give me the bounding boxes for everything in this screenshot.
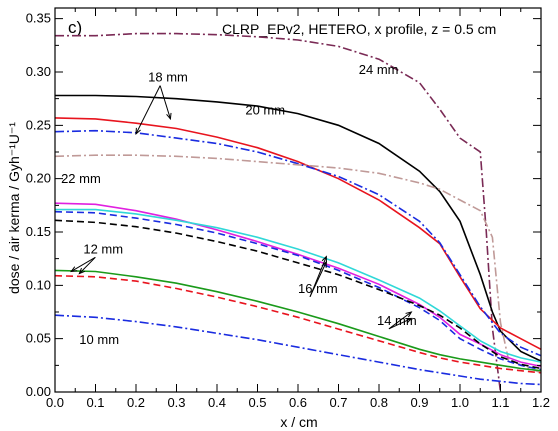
chart-title: CLRP_EPv2, HETERO, x profile, z = 0.5 cm xyxy=(222,21,496,37)
annotation-arrowhead-5-1 xyxy=(321,255,327,263)
y-tick-label: 0.15 xyxy=(26,224,51,239)
series-line-8 xyxy=(54,210,542,371)
series-line-10 xyxy=(54,269,542,372)
annotation-arrow-3-2 xyxy=(159,85,171,120)
y-tick-label: 0.35 xyxy=(26,11,51,26)
panel-label: c) xyxy=(68,18,82,37)
x-tick-label: 1.1 xyxy=(491,395,509,410)
y-tick-label: 0.10 xyxy=(26,277,51,292)
annotation-label-7: 12 mm xyxy=(83,241,123,256)
series-line-5 xyxy=(54,154,542,374)
annotation-label-3: 18 mm xyxy=(148,70,188,85)
annotation-arrow-7-2 xyxy=(78,256,96,274)
series-line-12 xyxy=(54,314,542,386)
annotation-arrow-7-1 xyxy=(70,256,96,272)
y-tick-label: 0.05 xyxy=(26,331,51,346)
curve-annotations: 24 mm 20 mm 18 mm 22 mm 16 mm 14 mm 12 mm 10 mm xyxy=(61,62,417,347)
x-tick-label: 0.8 xyxy=(370,395,388,410)
annotation-arrowhead-7-1 xyxy=(70,266,78,273)
series-line-2 xyxy=(55,94,542,362)
annotation-arrowhead-7-2 xyxy=(78,267,86,275)
y-axis-title: dose / air kerma / Gyh⁻¹U⁻¹ xyxy=(6,122,22,294)
series-line-4 xyxy=(54,129,542,357)
y-tick-label: 0.30 xyxy=(26,64,51,79)
y-tick-label: 0.20 xyxy=(26,171,51,186)
annotation-label-4: 22 mm xyxy=(61,171,101,186)
x-tick-label: 0.5 xyxy=(248,395,266,410)
series-line-3 xyxy=(54,117,542,351)
series-line-7 xyxy=(55,208,542,363)
x-tick-label: 0.9 xyxy=(410,395,428,410)
x-tick-label: 0.4 xyxy=(208,395,226,410)
series-line-6 xyxy=(54,202,542,368)
annotation-arrowhead-6-2 xyxy=(405,317,413,324)
x-tick-label: 1.0 xyxy=(451,395,469,410)
axes: 0.0 0.1 0.2 0.3 0.4 0.5 0.6 0.7 0.8 0.9 1.0 1.1 1.2 0… xyxy=(26,7,550,410)
y-tick-label: 0.25 xyxy=(26,117,51,132)
annotation-label-1: 24 mm xyxy=(359,62,399,77)
x-tick-label: 1.2 xyxy=(532,395,550,410)
series-line-11 xyxy=(54,274,542,374)
series-line-1 xyxy=(55,32,502,393)
series-lines xyxy=(54,32,542,393)
annotation-arrow-6-1 xyxy=(388,311,412,330)
annotation-label-5: 16 mm xyxy=(298,281,338,296)
annotation-arrow-6-2 xyxy=(388,317,412,330)
annotation-label-2: 20 mm xyxy=(245,103,285,118)
x-tick-label: 0.6 xyxy=(289,395,307,410)
x-tick-label: 0.2 xyxy=(127,395,145,410)
series-line-9 xyxy=(54,219,542,370)
x-tick-label: 0.0 xyxy=(46,395,64,410)
annotation-arrow-5-2 xyxy=(309,261,327,298)
x-axis-title: x / cm xyxy=(280,414,317,430)
x-tick-label: 0.1 xyxy=(86,395,104,410)
annotation-arrowhead-3-1 xyxy=(135,127,141,136)
annotation-label-8: 10 mm xyxy=(79,332,119,347)
annotation-arrowhead-3-2 xyxy=(166,112,172,121)
annotation-arrow-3-1 xyxy=(135,85,161,135)
x-tick-label: 0.3 xyxy=(167,395,185,410)
x-tick-label: 0.7 xyxy=(329,395,347,410)
annotation-arrowhead-6-1 xyxy=(405,311,413,318)
annotation-arrowhead-5-2 xyxy=(321,260,327,268)
annotation-label-6: 14 mm xyxy=(377,313,417,328)
y-tick-label: 0.00 xyxy=(26,384,51,399)
